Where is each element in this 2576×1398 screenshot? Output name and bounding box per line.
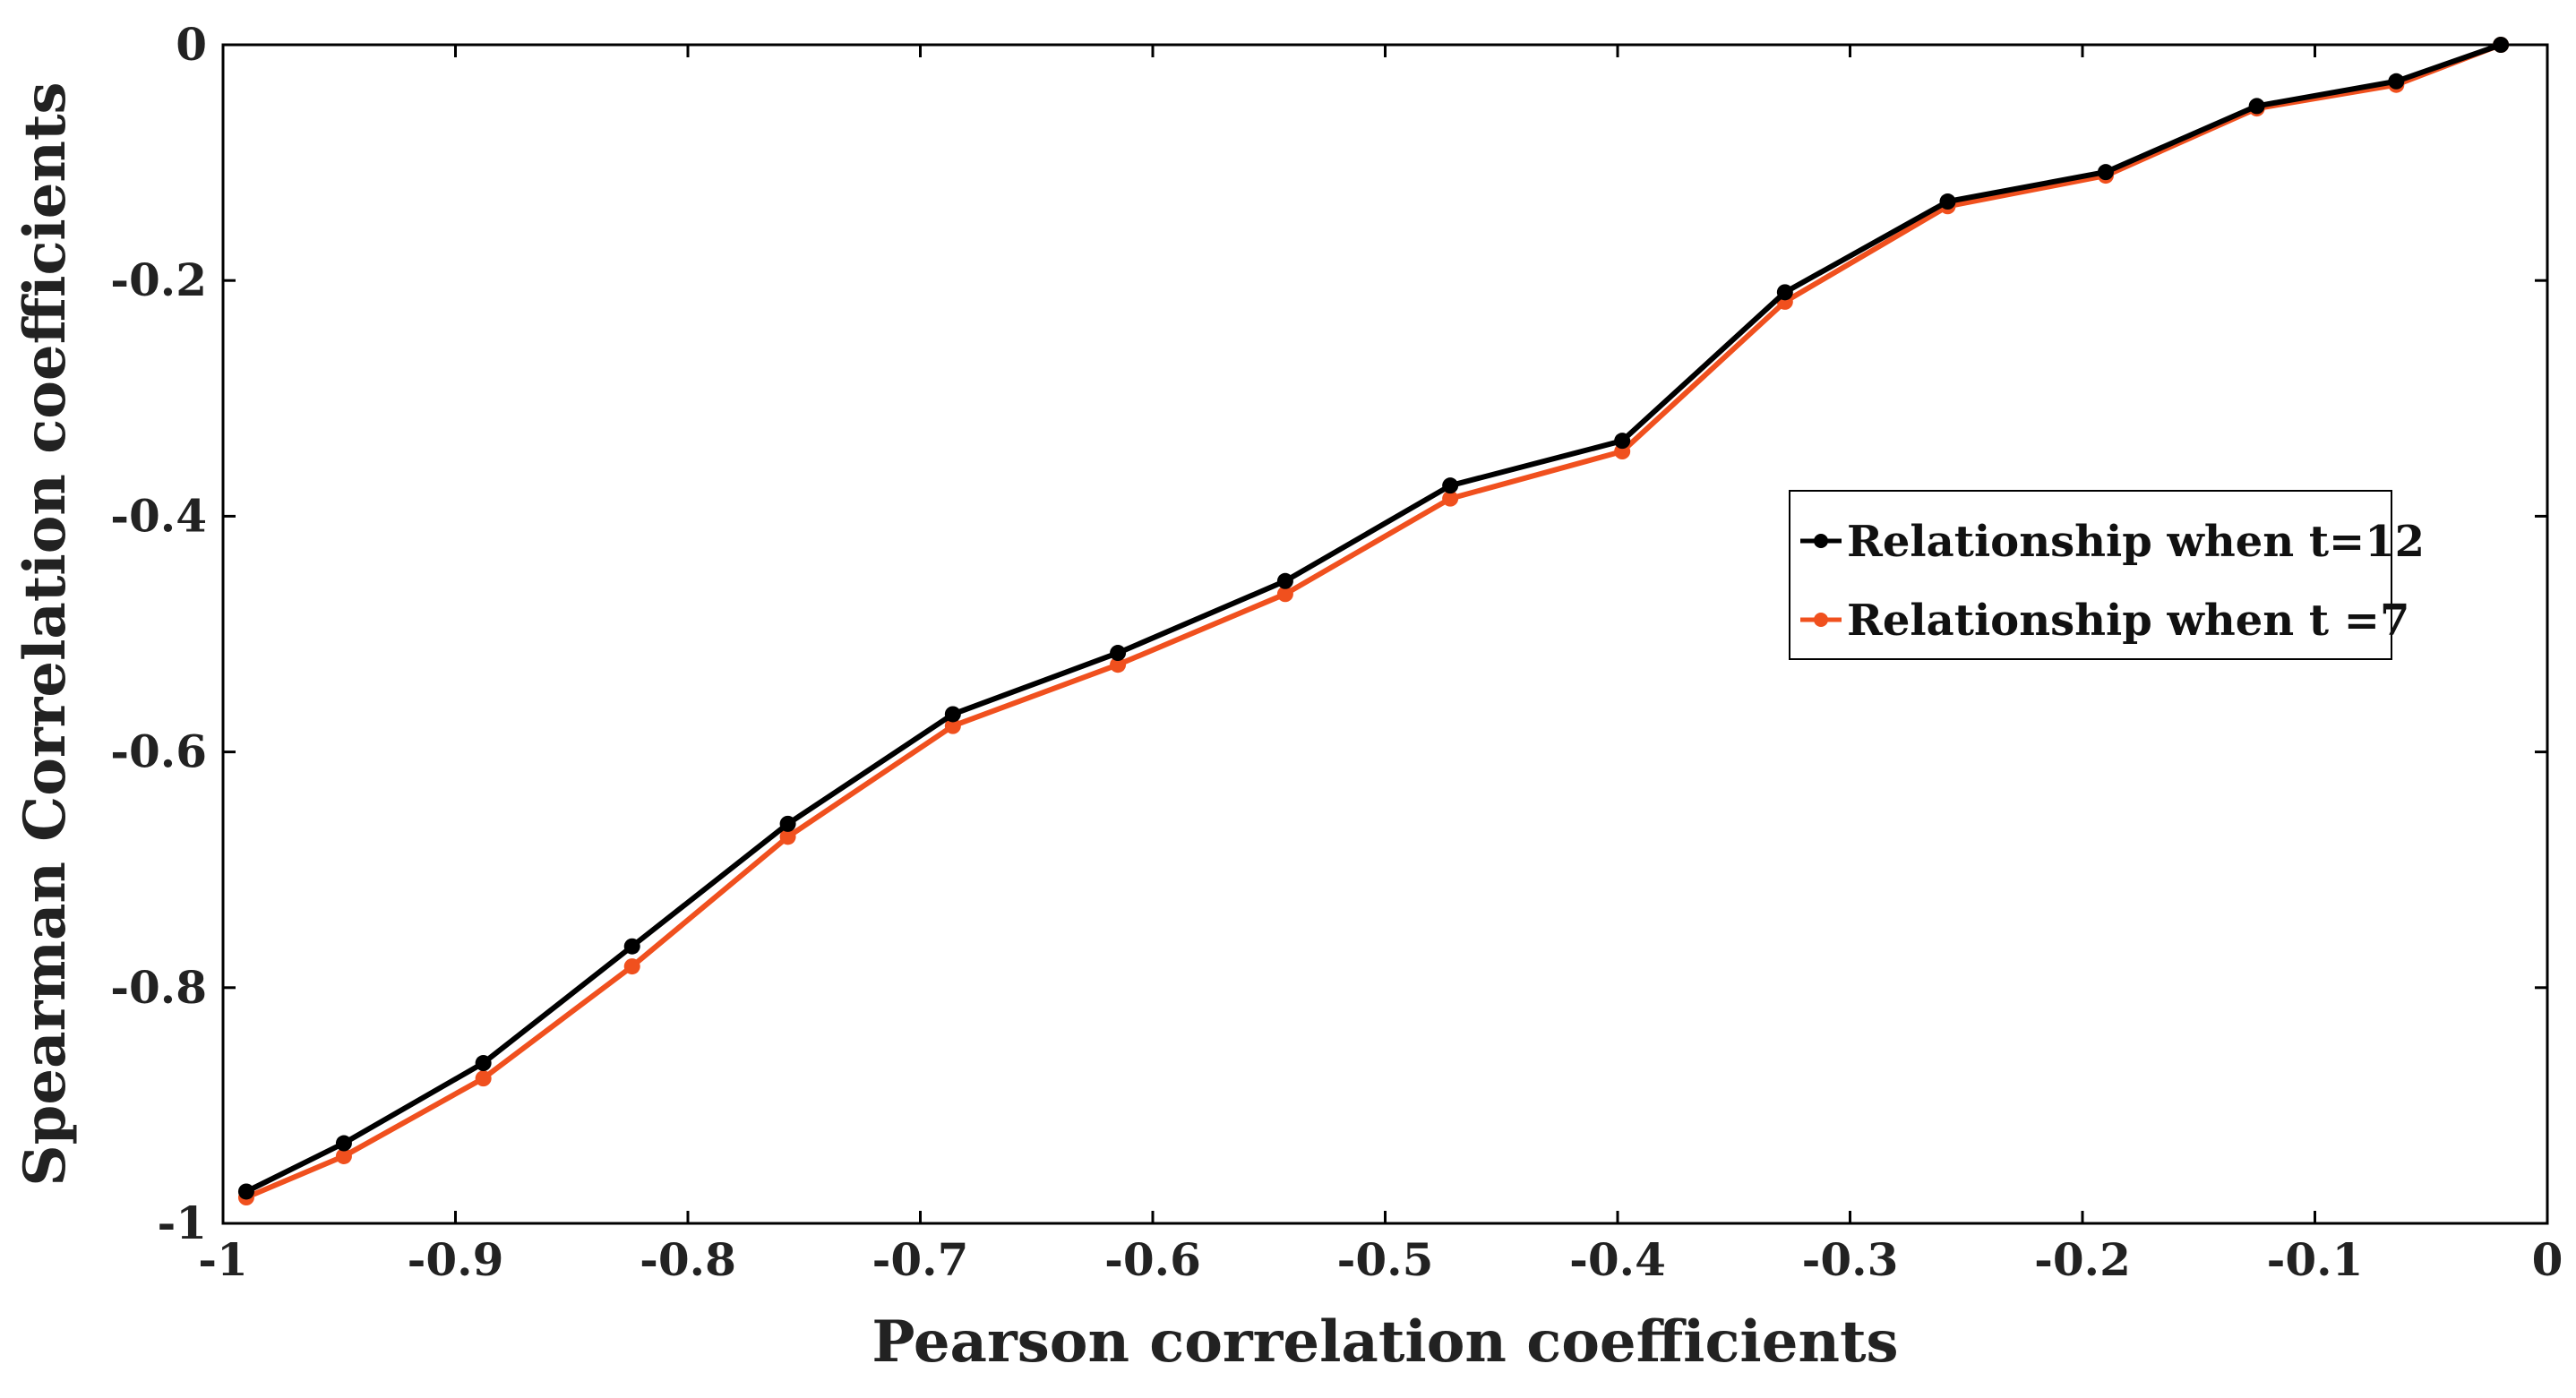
x-tick-label: -1	[198, 1233, 248, 1286]
data-point-series-0	[2097, 164, 2114, 181]
data-point-series-0	[2388, 73, 2405, 90]
legend: Relationship when t=12 Relationship when…	[1789, 490, 2425, 660]
x-tick-label: -0.9	[408, 1233, 504, 1286]
data-point-series-1	[1276, 586, 1293, 603]
x-axis-title: Pearson correlation coefficients	[872, 1308, 1898, 1376]
data-point-series-1	[1442, 490, 1459, 507]
data-point-series-1	[779, 828, 796, 845]
data-point-series-0	[237, 1183, 254, 1200]
y-tick-label: -0.4	[110, 489, 207, 542]
x-tick-label: 0	[2532, 1233, 2563, 1286]
data-point-series-0	[1939, 193, 1956, 210]
legend-label-t7: Relationship when t =7	[1847, 596, 2409, 646]
data-point-series-0	[1614, 433, 1631, 450]
y-axis-title: Spearman Correlation coefficients	[12, 81, 79, 1186]
data-point-series-1	[335, 1147, 352, 1164]
data-point-series-0	[944, 706, 961, 723]
data-point-series-1	[944, 717, 961, 734]
series-line-0	[245, 42, 2503, 1195]
data-point-series-1	[475, 1070, 492, 1087]
data-point-series-1	[1110, 656, 1127, 673]
data-point-series-0	[623, 938, 640, 955]
y-tick-label: -1	[157, 1196, 207, 1249]
series-layer	[237, 37, 2510, 1206]
legend-marker-t12	[1814, 534, 1828, 548]
data-point-series-0	[2248, 98, 2265, 115]
data-point-series-0	[1276, 572, 1293, 589]
y-tick-label: -0.6	[110, 725, 207, 778]
data-point-series-0	[1110, 645, 1127, 662]
x-tick-label: -0.5	[1337, 1233, 1434, 1286]
data-point-series-0	[1442, 477, 1459, 494]
x-tick-label: -0.8	[640, 1233, 736, 1286]
y-tick-label: -0.2	[110, 253, 207, 306]
x-tick-label: -0.7	[872, 1233, 969, 1286]
data-point-series-0	[1776, 284, 1793, 301]
data-point-series-0	[335, 1135, 352, 1152]
x-tick-label: -0.1	[2267, 1233, 2364, 1286]
legend-label-t12: Relationship when t=12	[1847, 517, 2425, 567]
data-point-series-0	[475, 1055, 492, 1072]
series-line-1	[245, 42, 2503, 1200]
data-point-series-1	[623, 958, 640, 975]
data-point-series-0	[2493, 37, 2510, 53]
x-tick-label: -0.2	[2034, 1233, 2131, 1286]
data-point-series-0	[779, 815, 796, 832]
legend-marker-t7	[1814, 613, 1828, 627]
y-tick-label: -0.8	[110, 961, 207, 1014]
legend-box	[1789, 490, 2392, 660]
x-tick-label: -0.4	[1569, 1233, 1666, 1286]
x-tick-label: -0.3	[1802, 1233, 1899, 1286]
axis-ticks: -1 -0.9 -0.8 -0.7 -0.6 -0.5 -0.4 -0.3 -0.2 -0.1 0 0…	[110, 18, 2563, 1286]
y-tick-label: 0	[176, 18, 207, 71]
x-tick-label: -0.6	[1104, 1233, 1201, 1286]
